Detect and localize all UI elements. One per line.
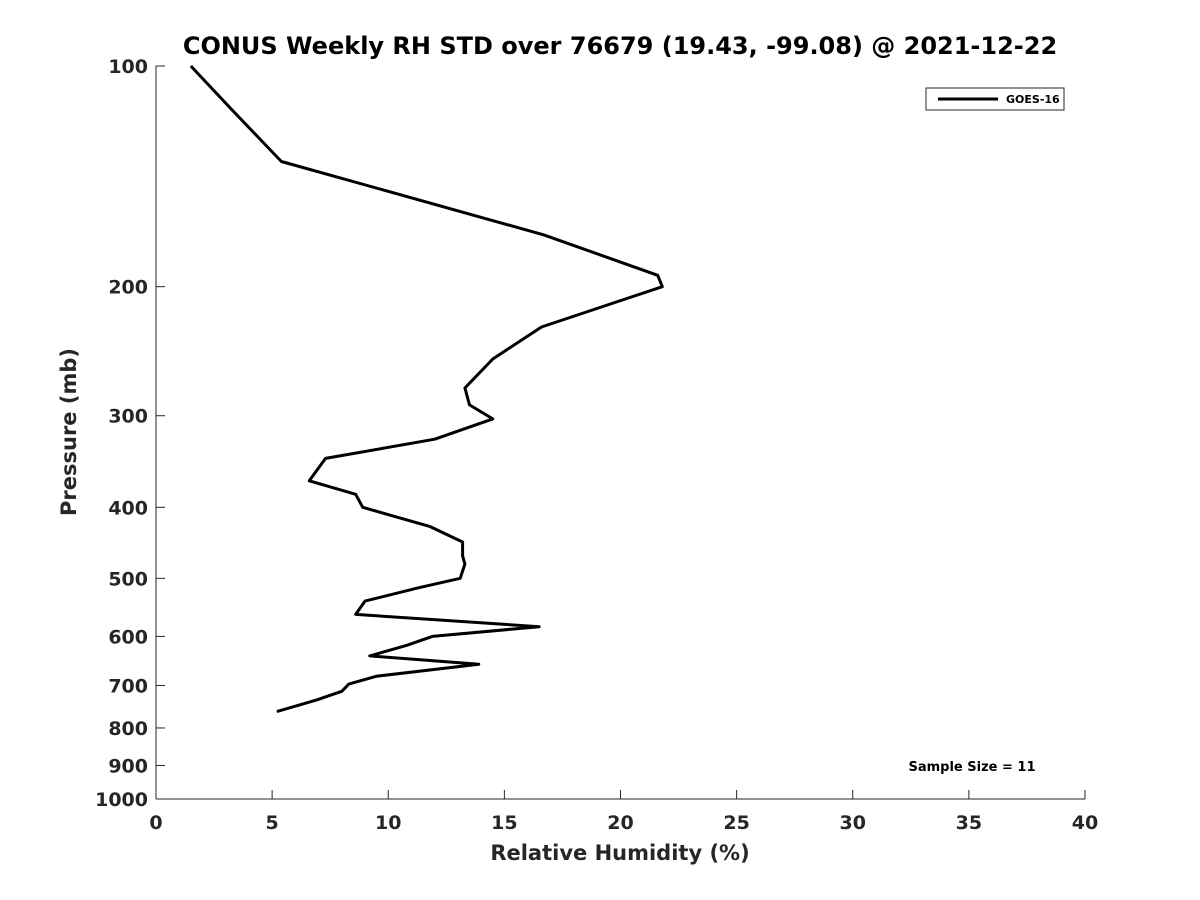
y-ticks: 100 200 300 400 500 600 700 800 900 1000 [95, 56, 165, 811]
y-tick-label: 600 [108, 626, 148, 648]
x-tick-label: 10 [375, 812, 401, 834]
y-axis-label: Pressure (mb) [57, 348, 81, 516]
x-tick-label: 25 [723, 812, 749, 834]
x-ticks: 0 5 10 15 20 25 30 35 40 [149, 790, 1098, 834]
legend-entry: GOES-16 [1006, 93, 1060, 106]
x-tick-label: 20 [607, 812, 633, 834]
x-tick-label: 30 [840, 812, 866, 834]
y-tick-label: 800 [108, 718, 148, 740]
chart-title: CONUS Weekly RH STD over 76679 (19.43, -… [183, 32, 1057, 60]
y-tick-label: 900 [108, 755, 148, 777]
sample-size-annotation: Sample Size = 11 [908, 760, 1035, 775]
y-tick-label: 200 [108, 277, 148, 299]
plot-area [155, 66, 1085, 800]
x-axis-label: Relative Humidity (%) [490, 841, 749, 865]
x-tick-label: 5 [266, 812, 279, 834]
y-tick-label: 400 [108, 497, 148, 519]
series-line-goes16 [189, 64, 664, 714]
y-tick-label: 700 [108, 675, 148, 697]
y-tick-label: 500 [108, 568, 148, 590]
y-tick-label: 300 [108, 406, 148, 428]
x-tick-label: 35 [956, 812, 982, 834]
x-tick-label: 0 [149, 812, 162, 834]
y-tick-label: 100 [108, 56, 148, 78]
legend: GOES-16 [925, 87, 1065, 111]
y-tick-label: 1000 [95, 789, 148, 811]
x-tick-label: 15 [491, 812, 517, 834]
x-tick-label: 40 [1072, 812, 1098, 834]
